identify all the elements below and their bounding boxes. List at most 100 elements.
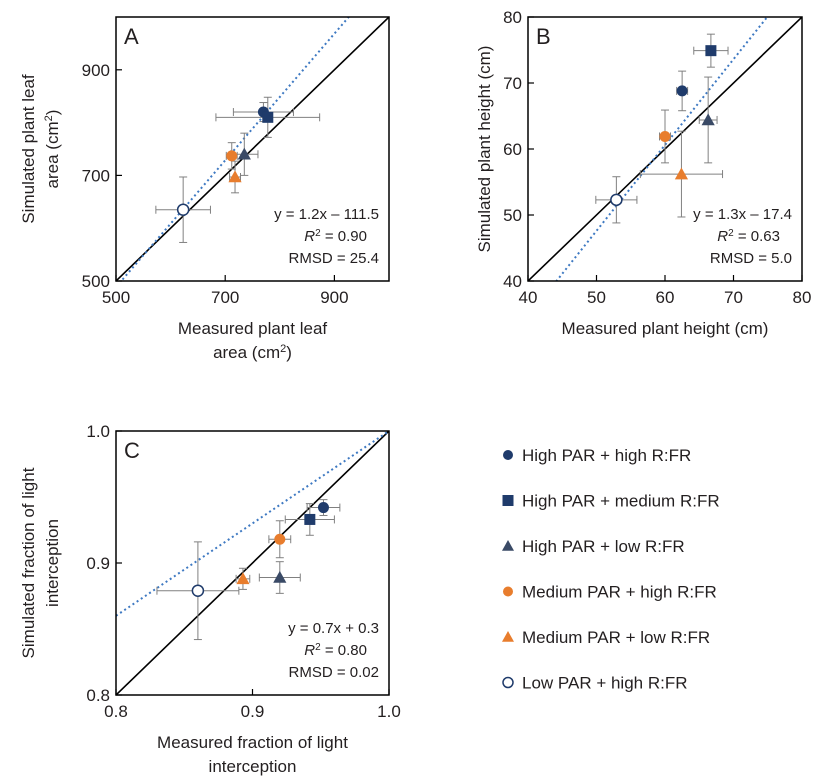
data-point [236, 572, 250, 585]
plot-area [528, 17, 802, 281]
x-tick-label: 500 [102, 288, 130, 307]
legend-marker [503, 450, 513, 460]
x-axis-title-text: area (cm [213, 343, 280, 362]
r-squared-symbol: R [304, 228, 315, 245]
panel-b: 40 50 60 70 80 40 50 60 70 80 By = 1.3x – 17.4 R2 =… [475, 8, 812, 338]
rmsd: RMSD = 5.0 [710, 250, 792, 267]
x-axis-title: Measured plant height (cm) [562, 319, 769, 338]
x-axis-title-text: Measured plant height (cm) [562, 319, 769, 338]
y-tick-label: 40 [503, 272, 522, 291]
legend-marker [502, 631, 514, 642]
plot-area [116, 431, 389, 695]
data-point [237, 147, 251, 160]
y-axis-title-sup: 2 [43, 115, 55, 121]
regression-equation: y = 1.3x – 17.4 [693, 206, 792, 223]
r-squared: R2 = 0.80 [304, 642, 367, 660]
x-axis-title-close: ) [286, 343, 292, 362]
x-axis-title-text: Measured fraction of light [157, 733, 348, 752]
panel-c: 0.8 0.9 1.0 0.8 0.9 1.0 Cy = 0.7x + 0.3 R2 = 0.… [19, 422, 401, 776]
y-axis-title-text: area (cm [43, 121, 62, 188]
x-tick-label: 1.0 [377, 702, 401, 721]
y-tick-label: 700 [82, 166, 110, 185]
y-tick-label: 1.0 [86, 422, 110, 441]
y-tick-label: 70 [503, 74, 522, 93]
legend-item: High PAR + low R:FR [502, 537, 685, 556]
x-tick-label: 0.8 [104, 702, 128, 721]
x-tick-label: 0.9 [241, 702, 265, 721]
r-squared-value: = 0.63 [734, 228, 780, 245]
data-point [304, 513, 316, 525]
y-axis-title-text: Simulated fraction of light [19, 467, 38, 658]
legend-label: High PAR + low R:FR [522, 537, 685, 556]
r-squared-value: = 0.90 [321, 228, 367, 245]
legend-marker [502, 540, 514, 551]
rmsd: RMSD = 0.02 [289, 664, 379, 681]
data-point [176, 203, 190, 216]
y-axis-title: Simulated fraction of light [19, 467, 38, 658]
y-tick-label: 900 [82, 61, 110, 80]
y-axis-title: Simulated plant leaf [19, 74, 38, 224]
x-tick-label: 40 [519, 288, 538, 307]
legend-item: Medium PAR + high R:FR [503, 583, 717, 602]
r-squared-sup: 2 [315, 228, 321, 239]
data-point [262, 111, 274, 123]
regression-equation: y = 1.2x – 111.5 [274, 206, 379, 223]
y-tick-label: 50 [503, 206, 522, 225]
panel-letter: B [536, 24, 551, 49]
x-axis-title: Measured plant leaf [178, 319, 328, 338]
r-squared: R2 = 0.63 [717, 228, 780, 246]
y-axis-title: interception [43, 519, 62, 607]
r-squared: R2 = 0.90 [304, 228, 367, 246]
x-axis-title: Measured fraction of light [157, 733, 348, 752]
r-squared-symbol: R [717, 228, 728, 245]
legend-marker [502, 676, 514, 689]
x-tick-label: 50 [587, 288, 606, 307]
plot-frame [115, 16, 390, 282]
legend-item: High PAR + high R:FR [503, 446, 691, 465]
legend-item: Medium PAR + low R:FR [502, 628, 710, 647]
data-point [191, 584, 205, 597]
y-tick-label: 80 [503, 8, 522, 27]
legend-label: High PAR + medium R:FR [522, 492, 720, 511]
r-squared-sup: 2 [728, 228, 734, 239]
legend-marker [503, 586, 513, 597]
data-point [674, 167, 689, 180]
data-point [701, 113, 715, 126]
x-axis-title: area (cm2) [213, 343, 292, 362]
identity-line [116, 17, 389, 281]
legend-label: Medium PAR + high R:FR [522, 583, 717, 602]
r-squared-symbol: R [304, 642, 315, 659]
data-point [705, 45, 717, 57]
regression-line [555, 17, 769, 281]
legend-marker [502, 495, 514, 506]
identity-line [116, 431, 389, 695]
y-axis-title-text: interception [43, 519, 62, 607]
y-axis-title-text: Simulated plant height (cm) [475, 46, 494, 253]
rmsd: RMSD = 25.4 [289, 250, 379, 267]
data-point [273, 570, 287, 583]
x-tick-label: 80 [793, 288, 812, 307]
data-point [610, 193, 623, 207]
x-axis-title-text: Measured plant leaf [178, 319, 328, 338]
legend-label: Low PAR + high R:FR [522, 674, 688, 693]
legend-label: High PAR + high R:FR [522, 446, 691, 465]
y-tick-label: 0.8 [86, 686, 110, 705]
y-tick-label: 500 [82, 272, 110, 291]
y-axis-title-text: Simulated plant leaf [19, 74, 38, 224]
data-point [274, 533, 286, 545]
plot-area [116, 17, 389, 281]
legend-label: Medium PAR + low R:FR [522, 628, 710, 647]
panel-letter: A [124, 24, 139, 49]
panel-letter: C [124, 438, 140, 463]
x-tick-label: 60 [656, 288, 675, 307]
data-point [676, 85, 688, 97]
x-tick-label: 70 [724, 288, 743, 307]
y-tick-label: 60 [503, 140, 522, 159]
data-point [659, 130, 671, 142]
legend-item: Low PAR + high R:FR [502, 674, 688, 693]
y-tick-label: 0.9 [86, 554, 110, 573]
x-tick-label: 900 [320, 288, 348, 307]
r-squared-sup: 2 [315, 642, 321, 653]
